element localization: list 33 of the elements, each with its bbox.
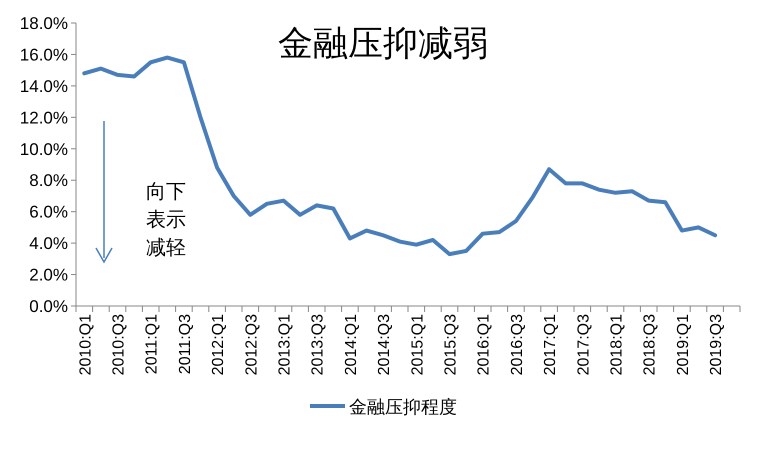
x-tick-label: 2011:Q3	[176, 314, 194, 374]
y-tick-label: 16.0%	[20, 45, 68, 64]
y-tick-label: 14.0%	[20, 76, 68, 96]
y-tick-label: 2.0%	[29, 266, 68, 285]
y-tick-label: 6.0%	[29, 202, 68, 222]
x-tick-label: 2015:Q1	[409, 314, 426, 376]
x-tick-label: 2011:Q1	[144, 314, 161, 374]
x-tick-label: 2012:Q1	[210, 314, 228, 376]
y-tick-label: 10.0%	[20, 140, 68, 159]
chart-title: 金融压抑减弱	[278, 24, 488, 64]
x-tick-label: 2014:Q1	[342, 314, 360, 376]
x-tick-label: 2017:Q1	[542, 314, 560, 376]
y-tick-label: 12.0%	[20, 108, 68, 128]
x-tick-label: 2013:Q1	[276, 314, 294, 376]
y-tick-label: 4.0%	[29, 234, 68, 254]
x-tick-label: 2010:Q1	[77, 314, 94, 376]
y-tick-label: 0.0%	[29, 297, 68, 316]
x-tick-label: 2012:Q3	[243, 314, 260, 376]
annotation: 向下表示减轻	[146, 181, 186, 259]
x-tick-label: 2010:Q3	[110, 314, 128, 376]
x-tick-label: 2016:Q1	[476, 314, 493, 376]
x-tick-label: 2015:Q3	[442, 314, 460, 376]
x-tick-label: 2014:Q3	[376, 314, 394, 376]
x-tick-label: 2013:Q3	[310, 314, 327, 376]
x-tick-label: 2017:Q3	[575, 314, 592, 376]
x-tick-label: 2016:Q3	[508, 314, 526, 376]
y-tick-label: 18.0%	[20, 14, 68, 33]
x-tick-label: 2019:Q1	[674, 314, 692, 376]
y-tick-label: 8.0%	[29, 171, 68, 190]
x-tick-label: 2018:Q1	[608, 314, 626, 376]
x-tick-label: 2019:Q3	[708, 314, 726, 376]
legend-label: 金融压抑程度	[349, 397, 457, 417]
x-tick-label: 2018:Q3	[642, 314, 659, 376]
